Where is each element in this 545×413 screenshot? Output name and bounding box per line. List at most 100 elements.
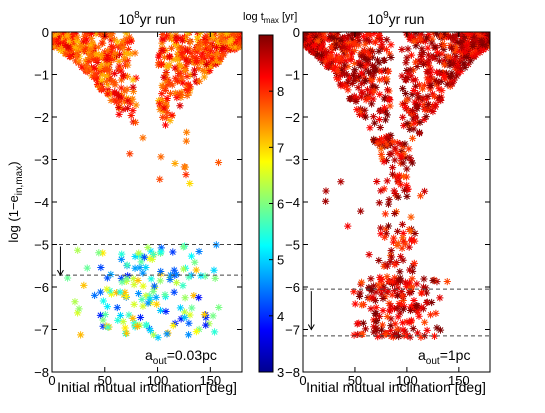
data-point: [382, 45, 391, 53]
data-point: [140, 253, 148, 261]
data-point: [320, 33, 328, 42]
data-point: [394, 178, 402, 186]
data-point: [171, 74, 179, 82]
data-point: [104, 90, 112, 98]
data-point: [97, 263, 105, 272]
data-point: [65, 37, 73, 45]
y-tick-label: −6: [34, 280, 49, 295]
data-point: [115, 94, 123, 102]
data-point: [128, 95, 137, 103]
data-point: [223, 42, 231, 50]
data-point: [422, 34, 431, 42]
data-point: [474, 32, 482, 37]
data-point: [81, 45, 89, 53]
data-point: [153, 300, 161, 308]
data-point: [200, 310, 209, 319]
data-point: [375, 32, 383, 39]
data-point: [470, 38, 478, 46]
data-point: [383, 36, 391, 44]
data-point: [408, 91, 416, 99]
data-point: [378, 40, 386, 48]
data-point: [391, 261, 399, 269]
data-point: [227, 37, 235, 45]
data-point: [428, 53, 437, 61]
data-point: [181, 36, 189, 44]
data-point: [409, 115, 417, 123]
data-point: [103, 285, 111, 293]
data-point: [383, 262, 391, 270]
data-point: [430, 332, 439, 340]
data-point: [77, 42, 85, 50]
data-point: [74, 246, 82, 254]
data-point: [405, 243, 413, 251]
data-point: [345, 95, 354, 103]
data-point: [99, 54, 107, 62]
data-point: [403, 165, 411, 173]
data-point: [453, 64, 461, 72]
data-point: [477, 36, 485, 44]
data-point: [380, 185, 388, 193]
data-point: [93, 56, 101, 64]
data-point: [96, 311, 105, 319]
scatter-points-right: [303, 32, 490, 341]
data-point: [398, 100, 407, 108]
data-point: [407, 157, 415, 165]
data-point: [393, 227, 402, 236]
data-point: [211, 274, 219, 282]
data-point: [136, 321, 144, 329]
data-point: [381, 66, 390, 74]
data-point: [129, 275, 137, 283]
data-point: [440, 45, 448, 54]
data-point: [214, 158, 223, 167]
data-point: [357, 93, 365, 101]
data-point: [122, 329, 131, 337]
data-point: [374, 139, 382, 148]
data-point: [134, 276, 142, 285]
data-point: [390, 286, 399, 295]
data-point: [394, 313, 402, 321]
data-point: [464, 60, 472, 68]
data-point: [371, 309, 379, 317]
data-point: [368, 75, 376, 84]
data-point: [443, 277, 451, 286]
data-point: [408, 134, 417, 142]
data-point: [368, 53, 376, 61]
data-point: [415, 81, 423, 89]
data-point: [319, 48, 327, 56]
data-point: [411, 58, 420, 66]
data-point: [139, 134, 147, 142]
data-point: [172, 278, 181, 287]
data-point: [403, 54, 411, 62]
data-point: [309, 48, 317, 56]
data-point: [364, 49, 372, 57]
data-point: [376, 123, 384, 132]
data-point: [410, 119, 418, 127]
data-point: [136, 313, 145, 322]
data-point: [436, 32, 445, 40]
data-point: [102, 77, 111, 85]
data-point: [368, 62, 377, 70]
data-point: [413, 38, 421, 47]
data-point: [306, 35, 314, 44]
data-point: [363, 32, 372, 38]
data-point: [402, 59, 410, 67]
data-point: [348, 32, 357, 38]
data-point: [440, 61, 449, 69]
data-point: [171, 64, 179, 72]
data-point: [373, 177, 381, 186]
data-point: [88, 72, 96, 80]
data-point: [87, 34, 96, 42]
data-point: [142, 292, 150, 300]
panel-right: 0 50 100 150 0 −1 −2 −3 −4 −5 −6 −7 −8 109yr run Ini…: [285, 10, 491, 395]
data-point: [357, 62, 365, 70]
data-point: [156, 306, 165, 315]
data-point: [63, 274, 72, 282]
arrow-left: [57, 246, 64, 277]
data-point: [426, 311, 435, 319]
data-point: [146, 326, 155, 335]
data-point: [357, 278, 366, 286]
data-point: [399, 256, 407, 264]
data-point: [422, 113, 430, 121]
data-point: [227, 45, 235, 54]
data-point: [343, 52, 352, 60]
